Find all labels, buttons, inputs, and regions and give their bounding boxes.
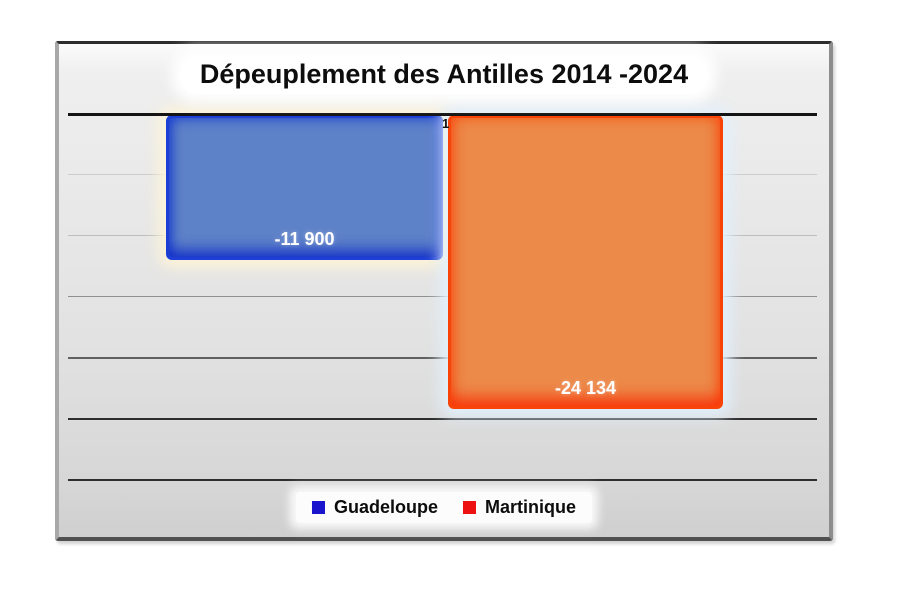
bar-data-label-martinique: -24 134 — [554, 378, 617, 398]
legend-swatch-guadeloupe — [311, 501, 325, 514]
gridline — [68, 479, 817, 481]
chart-title: Dépeuplement des Antilles 2014 -2024 — [179, 56, 709, 94]
chart-area: Dépeuplement des Antilles 2014 -2024 -11… — [55, 41, 833, 541]
bar-guadeloupe: -11 900 — [166, 115, 443, 260]
chart-title-wrap: Dépeuplement des Antilles 2014 -2024 — [59, 56, 829, 94]
bar-martinique: -24 134 — [448, 115, 723, 409]
bar-data-label-guadeloupe: -11 900 — [274, 229, 335, 249]
gridline — [68, 418, 817, 420]
gridline — [68, 357, 817, 359]
legend-label-guadeloupe: Guadeloupe — [333, 497, 438, 517]
zero-axis-line — [68, 113, 817, 116]
legend: Guadeloupe Martinique — [295, 492, 593, 523]
gridline — [68, 296, 817, 297]
category-axis-label: 1 — [442, 116, 450, 131]
legend-label-martinique: Martinique — [485, 497, 577, 517]
legend-swatch-martinique — [463, 501, 476, 514]
